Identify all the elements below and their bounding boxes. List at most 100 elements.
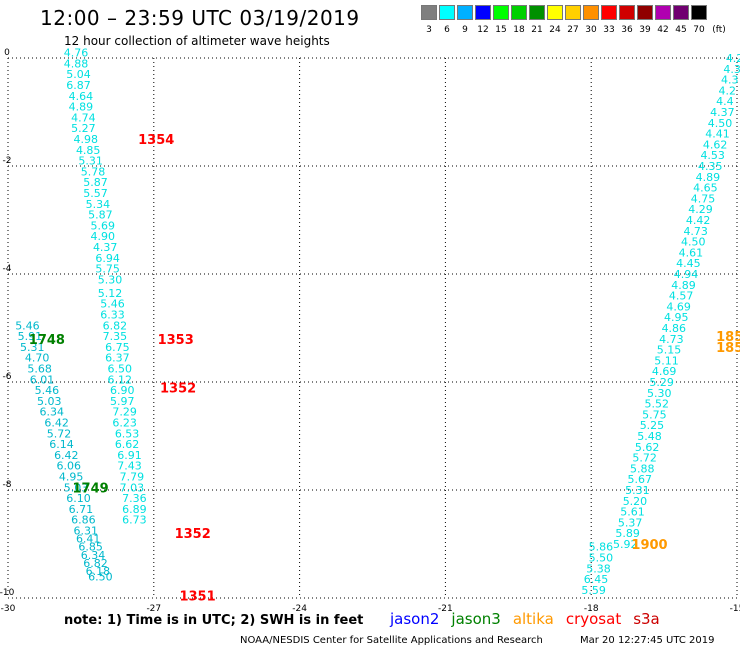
swh-value-label: 5.03 (64, 481, 89, 494)
color-swatch-label: 33 (603, 25, 615, 35)
color-swatch-label: 21 (531, 25, 543, 35)
swh-value-label: 4.73 (683, 225, 708, 238)
legend-item-jason3: jason3 (451, 610, 501, 628)
swh-value-label: 4.53 (700, 149, 725, 162)
swh-value-label: 4.89 (696, 171, 721, 184)
swh-value-label: 5.46 (15, 319, 40, 332)
swh-value-label: 6.91 (117, 449, 142, 462)
swh-value-label: 5.12 (98, 287, 123, 300)
swh-value-label: 4.50 (681, 236, 706, 249)
color-swatch (655, 5, 671, 20)
swh-value-label: 4.75 (691, 192, 716, 205)
swh-value-label: 6.34 (39, 406, 64, 419)
swh-value-label: 5.34 (86, 198, 111, 211)
x-tick-label: -15 (730, 604, 740, 614)
color-swatch-label: 12 (477, 25, 489, 35)
swh-value-label: 6.90 (110, 384, 135, 397)
swh-value-label: 4.37 (93, 241, 118, 254)
swh-value-label: 4.65 (693, 182, 718, 195)
color-swatch (457, 5, 473, 20)
swh-value-label: 7.43 (117, 460, 142, 473)
color-swatch (529, 5, 545, 20)
color-swatch (421, 5, 437, 20)
pass-time-label: 1351 (179, 589, 215, 604)
page-subtitle: 12 hour collection of altimeter wave hei… (64, 34, 330, 48)
satellite-legend: jason2 jason3 altika cryosat s3a (390, 610, 672, 628)
color-swatch (691, 5, 707, 20)
legend-item-altika: altika (512, 610, 554, 628)
pass-time-label: 185 (716, 341, 740, 356)
swh-value-label: 5.48 (637, 430, 662, 443)
swh-value-label: 4.62 (703, 138, 728, 151)
timestamp-text: Mar 20 12:27:45 UTC 2019 (580, 635, 715, 646)
pass-time-label: 1749 (73, 481, 109, 496)
swh-value-label: 7.36 (122, 492, 147, 505)
swh-value-label: 6.82 (83, 557, 108, 570)
swh-value-label: 6.87 (66, 79, 91, 92)
swh-value-label: 5.57 (83, 187, 108, 200)
swh-value-label: 7.79 (120, 471, 145, 484)
color-swatch-label: 15 (495, 25, 507, 35)
swh-value-label: 5.87 (83, 176, 108, 189)
swh-value-label: 4.98 (74, 133, 99, 146)
color-swatch-label: 39 (639, 25, 651, 35)
swh-value-label: 6.37 (105, 352, 130, 365)
swh-value-label: 4.4 (716, 95, 734, 108)
swh-value-label: 5.46 (35, 384, 60, 397)
x-tick-label: -18 (584, 604, 599, 614)
swh-value-label: 4.73 (659, 333, 684, 346)
swh-value-label: 4.61 (679, 246, 704, 259)
swh-value-label: 4.45 (676, 257, 701, 270)
color-swatch-label: 3 (426, 25, 432, 35)
swh-value-label: 7.03 (120, 481, 145, 494)
swh-value-label: 5.38 (586, 562, 611, 575)
swh-value-label: 5.78 (81, 165, 106, 178)
swh-value-label: 5.72 (632, 452, 657, 465)
swh-value-label: 7.29 (112, 406, 137, 419)
pass-time-label: 185 (716, 330, 740, 345)
x-tick-label: -24 (292, 604, 307, 614)
page-title: 12:00 – 23:59 UTC 03/19/2019 (40, 6, 360, 30)
swh-value-label: 5.61 (620, 506, 645, 519)
color-swatch-label: 6 (444, 25, 450, 35)
swh-value-label: 6.53 (115, 427, 140, 440)
color-scale-unit: (ft) (712, 25, 726, 35)
swh-value-label: 4.29 (688, 203, 713, 216)
color-swatch-label: 18 (513, 25, 525, 35)
swh-value-label: 5.86 (589, 541, 614, 554)
swh-value-label: 6.42 (54, 449, 79, 462)
pass-time-label: 1748 (29, 333, 65, 348)
swh-value-label: 6.34 (81, 549, 106, 562)
swh-value-label: 5.75 (95, 263, 120, 276)
y-tick-label: -8 (3, 480, 12, 490)
swh-value-label: 4.69 (652, 365, 677, 378)
swh-value-label: 5.29 (649, 376, 674, 389)
swh-value-label: 4.3 (721, 74, 739, 87)
swh-value-label: 6.85 (78, 541, 103, 554)
swh-value-label: 5.04 (66, 68, 91, 81)
swh-value-label: 5.91 (18, 330, 43, 343)
swh-value-label: 5.89 (615, 527, 640, 540)
swh-value-label: 5.67 (628, 473, 653, 486)
y-tick-label: -2 (3, 156, 12, 166)
footer-note: note: 1) Time is in UTC; 2) SWH is in fe… (64, 613, 364, 628)
color-swatch (619, 5, 635, 20)
x-tick-label: -30 (1, 604, 16, 614)
pass-time-label: 1900 (631, 538, 667, 553)
swh-value-label: 4.2 (726, 52, 740, 65)
swh-value-label: 5.62 (635, 441, 660, 454)
color-swatch (565, 5, 581, 20)
credit-text: NOAA/NESDIS Center for Satellite Applica… (240, 635, 543, 646)
color-swatch (601, 5, 617, 20)
swh-value-label: 6.45 (584, 573, 609, 586)
swh-value-label: 5.50 (589, 552, 614, 565)
swh-value-label: 5.25 (640, 419, 665, 432)
swh-value-label: 6.62 (115, 438, 140, 451)
swh-value-label: 6.50 (88, 570, 113, 583)
swh-value-label: 4.70 (25, 352, 50, 365)
y-tick-label: -6 (3, 372, 12, 382)
swh-value-label: 5.97 (110, 395, 135, 408)
swh-value-label: 6.73 (122, 514, 147, 527)
swh-value-label: 6.42 (44, 417, 69, 430)
color-swatch (673, 5, 689, 20)
